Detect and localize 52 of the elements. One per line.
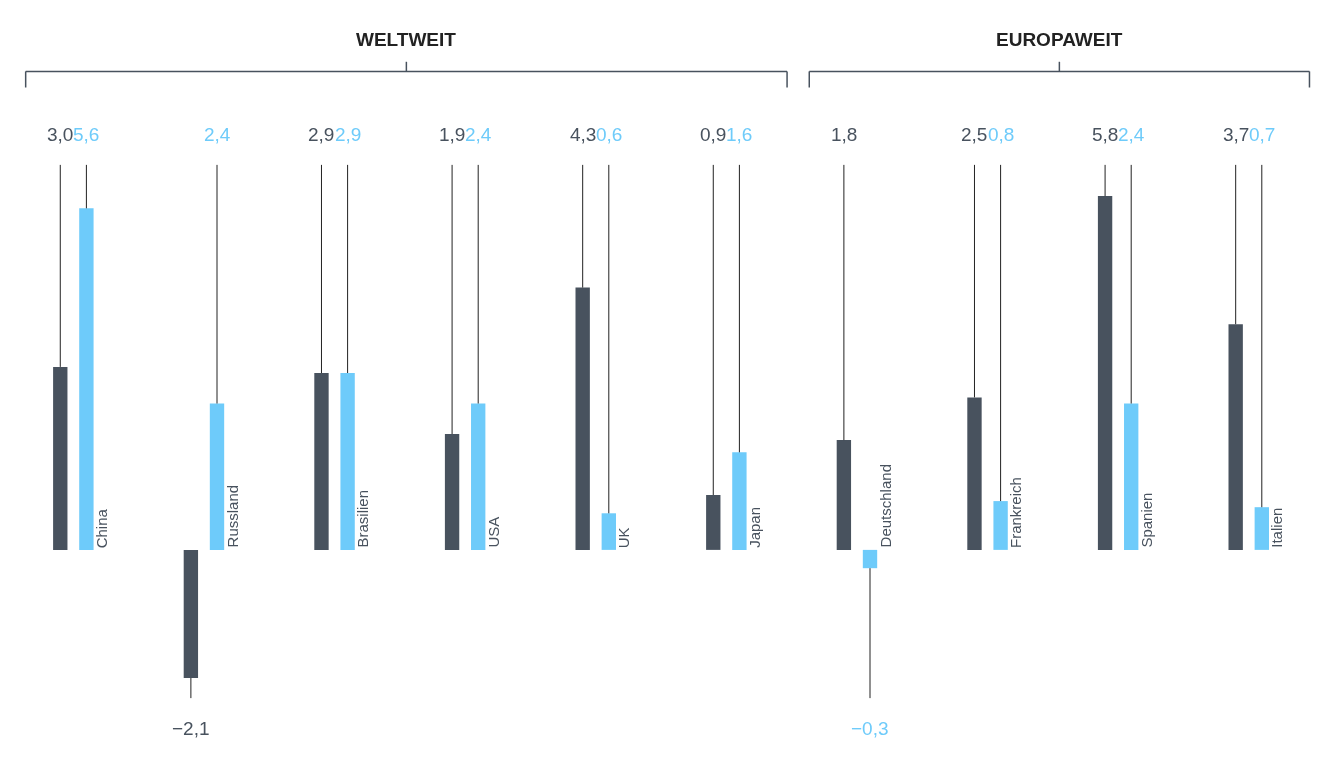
data-label: 2,4 [465,124,492,145]
data-label: 3,7 [1223,124,1250,145]
data-label: 1,6 [726,124,753,145]
bar [836,440,852,550]
bar [706,494,721,550]
data-label: 0,9 [700,124,727,145]
bar [1254,507,1269,550]
x-tick-label: Italien [1267,507,1285,548]
bar [967,397,982,550]
bar [575,287,590,550]
bar [340,373,355,550]
data-label: −0,3 [851,718,889,739]
bar [444,434,460,550]
bar [1124,403,1139,550]
data-label: 1,9 [439,124,466,145]
x-tick-label: Frankreich [1007,477,1025,549]
data-label: 2,5 [961,124,988,145]
x-tick-label: Spanien [1137,492,1155,548]
x-tick-label: Brasilien [353,489,371,548]
bar [209,403,225,550]
data-label: 5,6 [73,124,100,145]
x-tick-label: Japan [746,506,764,548]
bar [1228,324,1243,550]
data-label: 2,4 [1118,124,1145,145]
data-label: −2,1 [172,718,210,739]
x-tick-label: Deutschland [876,464,894,548]
data-label: 2,9 [308,124,335,145]
text: WELTWEIT [356,29,457,50]
data-label: 1,8 [831,124,858,145]
bar [732,452,747,550]
x-tick-label: UK [615,527,633,549]
bar [1097,196,1113,550]
data-label: 0,8 [988,124,1015,145]
data-label: 2,9 [335,124,362,145]
data-label: 2,4 [204,124,231,145]
x-tick-label: Russland [223,484,241,548]
data-label: 0,7 [1249,124,1276,145]
x-tick-label: USA [484,516,502,548]
bar [314,373,329,550]
bar [601,513,616,550]
text: EUROPAWEIT [996,29,1123,50]
data-label: 3,0 [47,124,74,145]
bar [53,366,68,550]
data-label: 5,8 [1092,124,1119,145]
data-label: 4,3 [570,124,597,145]
x-tick-label: China [92,508,110,549]
data-label: 0,6 [596,124,623,145]
bar [183,549,199,678]
bar [993,501,1008,550]
bar [471,403,486,550]
bar [79,208,94,550]
bar [862,549,878,569]
